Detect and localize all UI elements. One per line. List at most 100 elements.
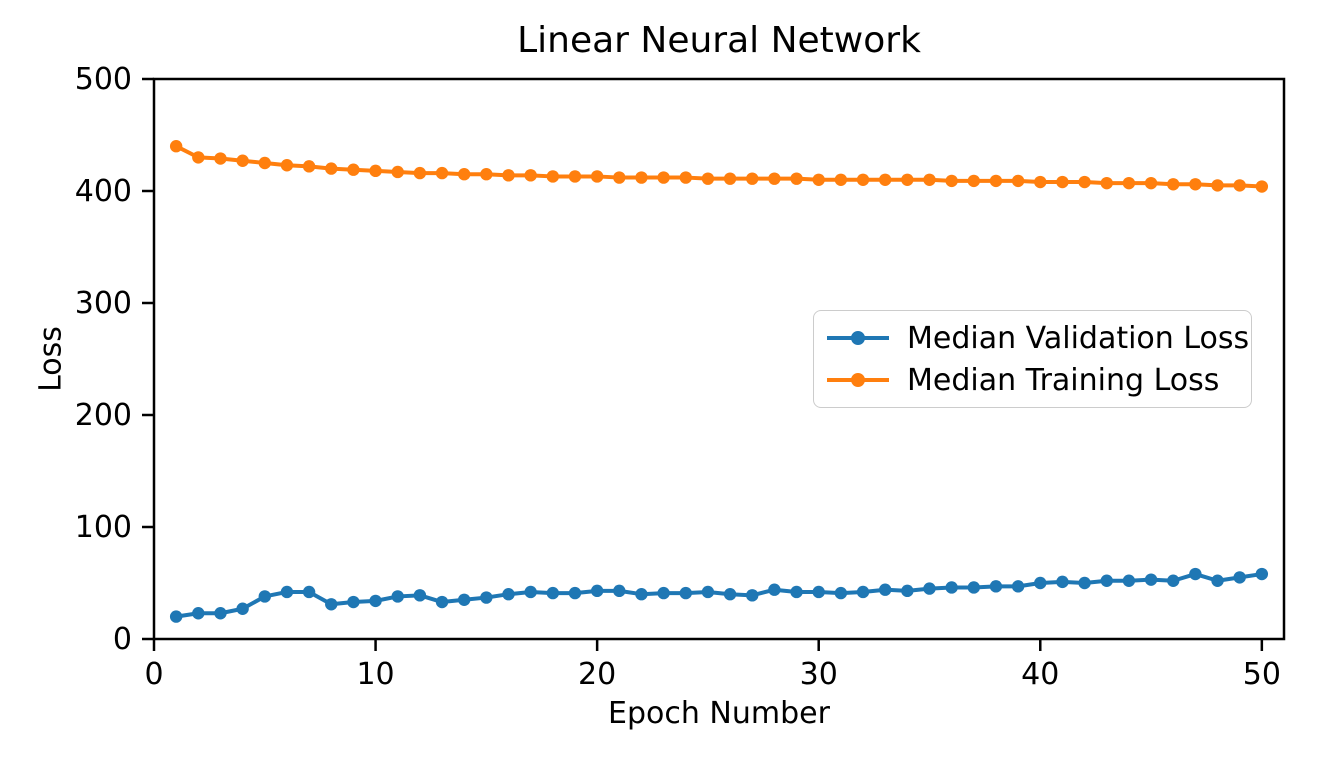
series-1-point — [834, 173, 848, 186]
series-1-point — [1255, 180, 1269, 193]
series-0-point — [790, 585, 803, 599]
series-1-point — [1100, 176, 1113, 190]
series-0-point — [1255, 567, 1269, 581]
legend-item-training-loss: Median Training Loss — [825, 364, 1251, 397]
series-0-point — [214, 607, 227, 620]
x-tick-label: 10 — [356, 657, 394, 692]
series-1-point — [945, 174, 958, 188]
legend-label-median-validation-loss: Median Validation Loss — [907, 320, 1250, 356]
series-0-point — [413, 589, 427, 602]
series-0-point — [1100, 574, 1113, 587]
series-1-point — [613, 171, 626, 184]
series-1-point — [1167, 178, 1180, 191]
series-1-point — [1189, 178, 1202, 191]
y-tick-label: 0 — [113, 622, 132, 657]
y-tick-label: 500 — [75, 62, 132, 97]
series-1-point — [1233, 179, 1246, 192]
series-1-point — [701, 172, 715, 185]
series-0-point — [856, 585, 870, 599]
series-1-point — [325, 162, 338, 175]
series-1-point — [457, 168, 471, 181]
series-0-point — [723, 588, 737, 601]
series-0-point — [258, 590, 271, 603]
series-1-point — [524, 169, 537, 182]
legend-label-median-training-loss: Median Training Loss — [907, 362, 1220, 398]
series-0-point — [1189, 567, 1202, 581]
plot-spines — [152, 77, 1286, 641]
chart-title: Linear Neural Network — [517, 20, 921, 61]
series-1-point — [856, 173, 870, 186]
series-1-point — [546, 170, 560, 183]
series-0-point — [657, 586, 670, 600]
series-0-point — [613, 584, 626, 598]
series-1-point — [1056, 175, 1069, 189]
series-1-point — [258, 156, 271, 170]
series-0-point — [369, 594, 382, 608]
series-0-point — [280, 585, 294, 599]
series-1-point — [480, 168, 493, 181]
y-tick-label: 100 — [75, 510, 132, 545]
series-0-point — [502, 588, 515, 601]
series-1-point — [214, 152, 227, 165]
series-1-point — [435, 166, 449, 180]
series-1-point — [878, 173, 892, 186]
series-0-point — [923, 582, 936, 595]
series-0-point — [568, 586, 582, 600]
series-0-point — [679, 586, 692, 600]
series-1-point — [1078, 175, 1091, 189]
series-1-point — [169, 140, 183, 153]
series-0-point — [1167, 574, 1180, 587]
series-1-point — [790, 172, 803, 185]
series-1-point — [812, 173, 825, 186]
y-tick-label: 200 — [75, 398, 132, 433]
series-0-point — [1056, 575, 1069, 589]
series-0-point — [989, 580, 1003, 593]
series-0-point — [878, 583, 892, 596]
series-line-1 — [174, 144, 1264, 189]
series-1-point — [302, 160, 316, 173]
series-1-point — [1011, 174, 1025, 188]
series-0-point — [347, 595, 360, 609]
series-1-point — [413, 166, 427, 180]
series-0-point — [1078, 576, 1091, 590]
series-1-point — [746, 172, 759, 185]
series-1-point — [989, 174, 1003, 188]
x-tick-label: 20 — [578, 657, 616, 692]
series-0-point — [701, 585, 715, 599]
y-tick-label: 400 — [75, 174, 132, 209]
series-0-point — [1144, 573, 1158, 586]
series-1-point — [192, 151, 205, 164]
x-tick-label: 50 — [1243, 657, 1281, 692]
series-1-point — [280, 159, 294, 172]
series-1-point — [768, 172, 781, 185]
series-1-point — [635, 171, 648, 184]
series-1-point — [1034, 175, 1047, 189]
legend-box: Median Validation Loss Median Training L… — [813, 310, 1252, 408]
series-0-point — [435, 595, 449, 609]
series-0-point — [480, 591, 493, 604]
series-1-point — [568, 170, 582, 183]
x-tick-label: 30 — [800, 657, 838, 692]
validation-loss-line-swatch — [827, 331, 889, 345]
series-0-point — [236, 602, 249, 615]
legend-marker-sample — [851, 373, 865, 387]
series-1-point — [1122, 176, 1136, 190]
series-0-point — [302, 585, 316, 599]
series-1-point — [369, 164, 382, 178]
series-0-point — [325, 598, 338, 611]
series-0-point — [546, 586, 560, 600]
series-1-point — [679, 171, 692, 184]
series-0-point — [1011, 580, 1025, 593]
series-line-0 — [174, 572, 1264, 619]
series-1-point — [391, 165, 404, 179]
series-0-point — [1211, 574, 1224, 587]
series-1-point — [590, 170, 604, 183]
training-loss-line-swatch — [827, 373, 889, 387]
series-1-point — [1211, 179, 1224, 192]
x-tick-label: 40 — [1021, 657, 1059, 692]
series-1-point — [502, 169, 515, 182]
series-1-point — [1144, 176, 1158, 190]
series-0-point — [192, 607, 205, 620]
series-0-point — [1233, 571, 1246, 584]
